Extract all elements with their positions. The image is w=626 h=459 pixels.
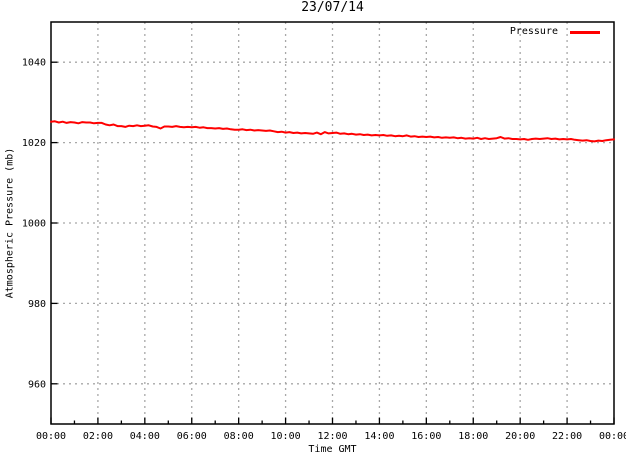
x-tick-label: 10:00 [271,431,301,442]
x-tick-label: 18:00 [458,431,488,442]
x-tick-label: 00:00 [36,431,66,442]
x-tick-label: 06:00 [177,431,207,442]
x-tick-label: 14:00 [364,431,394,442]
x-tick-label: 04:00 [130,431,160,442]
plot-border [50,21,615,425]
legend: Pressure [0,26,600,38]
y-tick-label: 960 [28,379,46,390]
x-tick-label: 08:00 [224,431,254,442]
y-tick-label: 1020 [22,138,46,149]
x-tick-label: 12:00 [317,431,347,442]
pressure-series-line [50,120,615,143]
x-tick-label: 00:00 [599,431,626,442]
legend-label: Pressure [509,26,558,37]
y-axis-label: Atmospheric Pressure (mb) [4,147,16,299]
chart-title: 23/07/14 [301,0,364,15]
y-tick-label: 1040 [22,58,46,69]
x-axis-label: Time GMT [308,444,357,455]
x-tick-label: 02:00 [83,431,113,442]
x-tick-label: 20:00 [505,431,535,442]
y-tick-label: 1000 [22,219,46,230]
y-tick-label: 980 [28,299,46,310]
x-tick-label: 16:00 [411,431,441,442]
x-tick-label: 22:00 [552,431,582,442]
legend-line-sample-icon [570,30,600,34]
